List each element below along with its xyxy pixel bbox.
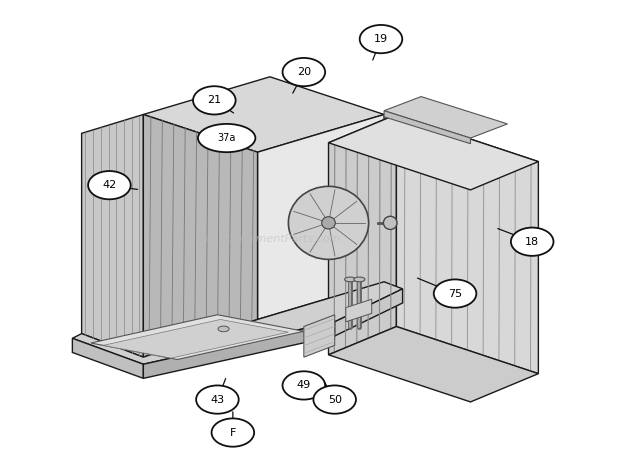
Text: 42: 42 xyxy=(102,180,117,190)
Text: 21: 21 xyxy=(207,95,221,105)
Ellipse shape xyxy=(288,186,369,259)
Text: 19: 19 xyxy=(374,34,388,44)
Ellipse shape xyxy=(193,86,236,115)
Polygon shape xyxy=(143,115,257,357)
Text: 43: 43 xyxy=(210,394,224,405)
Polygon shape xyxy=(396,115,538,374)
Polygon shape xyxy=(143,77,384,152)
Ellipse shape xyxy=(313,385,356,414)
Ellipse shape xyxy=(211,419,254,447)
Text: eReplacementParts.com: eReplacementParts.com xyxy=(205,234,341,245)
Text: 50: 50 xyxy=(328,394,342,405)
Polygon shape xyxy=(73,338,143,378)
Polygon shape xyxy=(91,315,304,359)
Ellipse shape xyxy=(354,277,365,282)
Ellipse shape xyxy=(198,124,255,152)
Polygon shape xyxy=(346,299,372,322)
Ellipse shape xyxy=(383,216,397,229)
Ellipse shape xyxy=(434,279,476,308)
Polygon shape xyxy=(329,327,538,402)
Ellipse shape xyxy=(360,25,402,53)
Text: 20: 20 xyxy=(297,67,311,77)
Text: F: F xyxy=(229,428,236,438)
Polygon shape xyxy=(304,315,335,357)
Text: 49: 49 xyxy=(297,381,311,391)
Ellipse shape xyxy=(283,58,325,86)
Ellipse shape xyxy=(196,385,239,414)
Text: 37a: 37a xyxy=(218,133,236,143)
Polygon shape xyxy=(335,289,402,336)
Polygon shape xyxy=(104,319,288,358)
Polygon shape xyxy=(82,115,143,357)
Polygon shape xyxy=(329,115,538,190)
Ellipse shape xyxy=(345,277,356,282)
Polygon shape xyxy=(143,322,335,378)
Ellipse shape xyxy=(218,326,229,332)
Ellipse shape xyxy=(283,371,325,400)
Text: 75: 75 xyxy=(448,289,462,299)
Polygon shape xyxy=(384,111,471,144)
Ellipse shape xyxy=(88,171,131,199)
Polygon shape xyxy=(384,97,508,138)
Polygon shape xyxy=(329,115,396,355)
Polygon shape xyxy=(257,115,384,319)
Ellipse shape xyxy=(322,217,335,229)
Text: 18: 18 xyxy=(525,237,539,246)
Ellipse shape xyxy=(511,228,554,256)
Polygon shape xyxy=(73,282,402,364)
